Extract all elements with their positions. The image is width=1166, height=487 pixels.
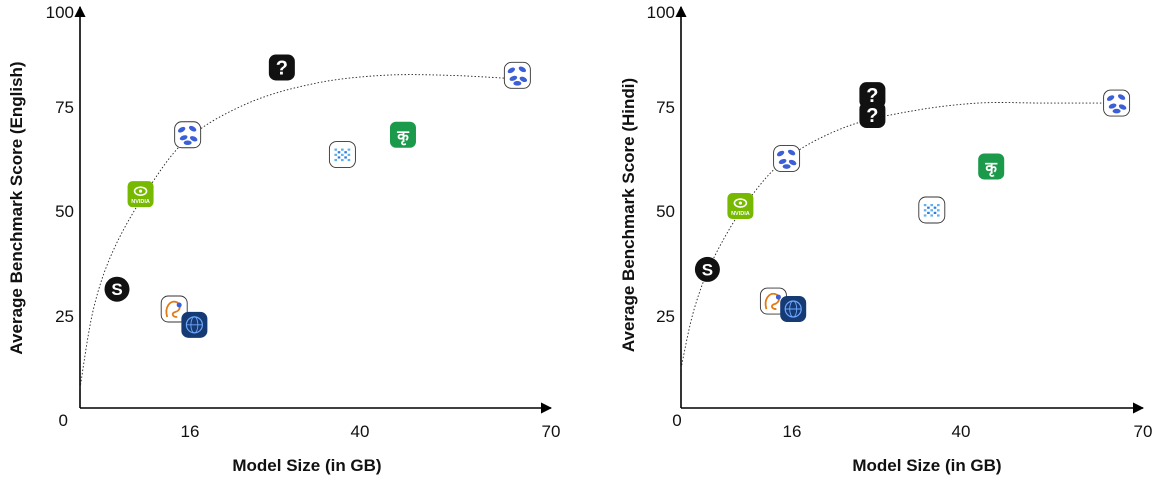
nvidia-logo-icon: NVIDIA [127, 181, 154, 208]
data-points: S NVIDIA?? कृ [694, 82, 1131, 322]
krutrim-logo-icon: कृ [389, 121, 416, 148]
y-tick-label-50: 50 [55, 202, 74, 221]
svg-text:?: ? [866, 85, 878, 107]
x-tick-label-0: 0 [672, 411, 681, 430]
s-logo-icon: S [104, 276, 130, 302]
y-tick-label-75: 75 [55, 98, 74, 117]
unknown-model-icon: ? [859, 101, 886, 128]
x-tick-label-70: 70 [542, 422, 561, 441]
y-tick-label-75: 75 [656, 98, 675, 117]
y-tick-label-0: 0 [59, 411, 68, 430]
data-points: S NVIDIA? कृ [104, 54, 531, 338]
chart-panel-english: Model Size (in GB) Average Benchmark Sco… [7, 3, 560, 475]
unknown-model-icon: ? [859, 82, 886, 109]
svg-text:?: ? [276, 57, 288, 79]
svg-text:S: S [111, 280, 122, 299]
svg-text:कृ: कृ [984, 159, 998, 177]
svg-text:कृ: कृ [396, 128, 410, 146]
x-tick-label-40: 40 [952, 422, 971, 441]
llama-logo-icon [160, 295, 188, 323]
x-tick-label-16: 16 [783, 422, 802, 441]
grid-logo-icon [918, 196, 946, 224]
svg-text:NVIDIA: NVIDIA [131, 199, 150, 205]
y-axis-title: Average Benchmark Score (Hindi) [619, 78, 638, 352]
y-tick-label-100: 100 [647, 3, 675, 22]
chart-panel-hindi: Model Size (in GB) Average Benchmark Sco… [619, 3, 1152, 475]
svg-text:?: ? [866, 105, 878, 127]
globe-logo-icon [181, 311, 208, 338]
trend-curve [79, 74, 525, 389]
trend-curve [680, 102, 1117, 369]
svg-text:S: S [702, 260, 713, 279]
krutrim-logo-icon: कृ [978, 153, 1005, 180]
x-axis-title: Model Size (in GB) [232, 456, 381, 475]
s-logo-icon: S [694, 256, 720, 282]
y-axis-title: Average Benchmark Score (English) [7, 61, 26, 354]
sarvam-leaf-logo-icon [174, 121, 202, 149]
sarvam-leaf-logo-icon [503, 61, 531, 89]
unknown-model-icon: ? [268, 54, 295, 81]
y-tick-label-25: 25 [656, 307, 675, 326]
nvidia-logo-icon: NVIDIA [727, 193, 754, 220]
sarvam-leaf-logo-icon [773, 145, 801, 172]
globe-logo-icon [780, 296, 807, 322]
x-tick-label-70: 70 [1134, 422, 1153, 441]
y-tick-label-50: 50 [656, 202, 675, 221]
x-tick-label-16: 16 [181, 422, 200, 441]
sarvam-leaf-logo-icon [1103, 89, 1131, 117]
x-axis-title: Model Size (in GB) [852, 456, 1001, 475]
grid-logo-icon [328, 141, 356, 169]
svg-text:NVIDIA: NVIDIA [731, 211, 750, 217]
y-tick-label-25: 25 [55, 307, 74, 326]
y-tick-label-100: 100 [46, 3, 74, 22]
x-tick-label-40: 40 [351, 422, 370, 441]
